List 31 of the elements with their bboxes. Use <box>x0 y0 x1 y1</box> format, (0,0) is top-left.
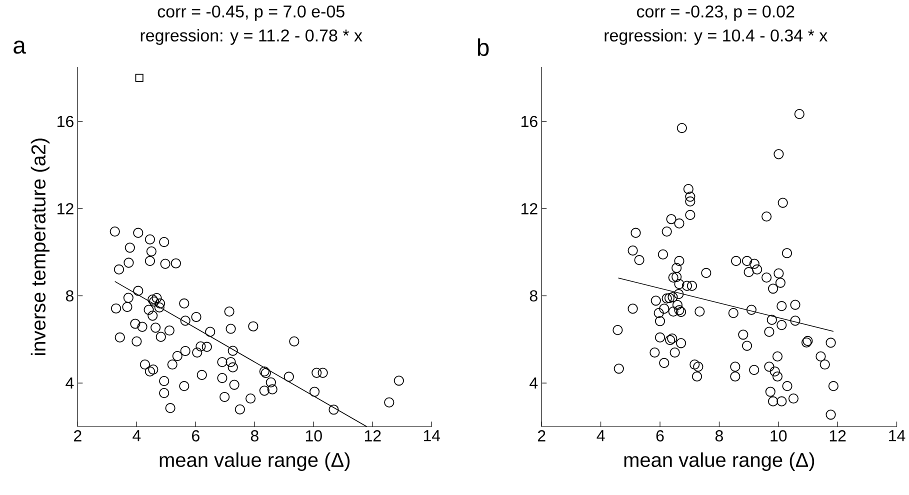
x-tick-label: 10 <box>770 430 787 442</box>
y-tick-label: 16 <box>522 116 538 128</box>
y-tick-label: 4 <box>66 378 74 389</box>
x-tick-label: 8 <box>250 430 258 442</box>
y-tick-label: 4 <box>530 378 538 389</box>
chart-subtitle: regression: y = 10.4 - 0.34 * x <box>604 29 828 45</box>
x-tick-label: 10 <box>306 430 322 442</box>
y-tick-label: 12 <box>522 203 538 214</box>
y-tick-label: 16 <box>58 116 74 128</box>
chart-title: corr = -0.45, p = 7.0 e-05 <box>158 6 344 21</box>
chart-title: corr = -0.23, p = 0.02 <box>637 6 794 21</box>
x-tick-label: 8 <box>715 430 723 442</box>
y-tick-label: 12 <box>58 203 74 214</box>
x-tick-label: 4 <box>596 430 605 442</box>
y-tick-label: 8 <box>66 290 74 302</box>
x-tick-label: 6 <box>192 430 200 442</box>
x-tick-label: 14 <box>889 430 906 442</box>
x-tick-label: 2 <box>538 430 546 442</box>
y-axis-title: inverse temperature (a2) <box>30 138 50 355</box>
text: a <box>14 40 26 54</box>
x-axis-title: mean value range (Δ) <box>624 452 814 472</box>
x-tick-label: 12 <box>830 430 846 442</box>
text: b <box>478 38 489 56</box>
chart-subtitle: regression: y = 11.2 - 0.78 * x <box>140 29 362 45</box>
x-tick-label: 6 <box>656 430 664 442</box>
x-tick-label: 2 <box>74 430 82 442</box>
x-axis-title: mean value range (Δ) <box>160 452 350 472</box>
x-tick-label: 12 <box>364 430 381 442</box>
x-tick-label: 4 <box>132 430 141 442</box>
y-tick-label: 8 <box>530 290 538 302</box>
x-tick-label: 14 <box>424 430 440 442</box>
